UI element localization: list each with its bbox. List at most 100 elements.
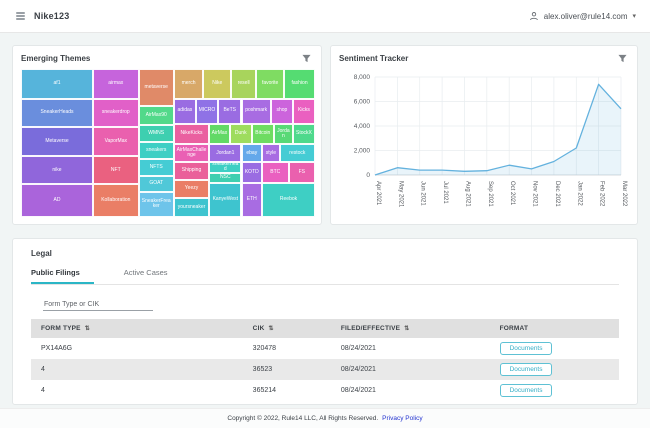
treemap-tile[interactable]: sneakers (139, 142, 174, 160)
treemap-tile[interactable]: AirMax90 (139, 106, 174, 125)
sort-icon[interactable]: ⇅ (404, 326, 409, 332)
treemap-tile-label: AirMax (211, 130, 229, 138)
treemap-tile-label: sneakers (145, 147, 167, 155)
treemap-tile[interactable]: yoursneaker (174, 198, 209, 217)
treemap-tile[interactable]: VaporMax (93, 127, 139, 156)
treemap-tile[interactable]: KanyeWest (209, 183, 241, 217)
svg-text:Dec 2021: Dec 2021 (554, 181, 560, 207)
treemap-tile[interactable]: GOAT (139, 176, 174, 192)
sentiment-tracker-panel: Sentiment Tracker 02,0004,0006,0008,000A… (330, 45, 638, 225)
treemap-tile[interactable]: MICRO (196, 99, 218, 124)
treemap-tile[interactable]: metaverse (139, 69, 174, 106)
treemap-tile-label: BTC (269, 169, 281, 177)
sentiment-tracker-title: Sentiment Tracker (339, 54, 408, 63)
treemap-tile[interactable]: af1 (21, 69, 93, 99)
treemap-tile[interactable]: fashion (284, 69, 315, 99)
treemap-tile[interactable]: NFTS (139, 159, 174, 175)
treemap-tile[interactable]: NikeKicks (174, 124, 209, 145)
treemap-tile-label: NikeKicks (180, 130, 204, 138)
treemap-tile[interactable]: StockX (293, 124, 315, 145)
treemap-tile[interactable]: Bitcoin (252, 124, 274, 145)
page-footer: Copyright © 2022, Rule14 LLC, All Rights… (0, 408, 650, 428)
sort-icon[interactable]: ⇅ (268, 326, 273, 332)
treemap-tile[interactable]: Kollaboration (93, 184, 139, 217)
treemap-tile[interactable]: restock (280, 144, 315, 162)
tab-active-cases[interactable]: Active Cases (124, 264, 182, 284)
svg-text:Nov 2021: Nov 2021 (532, 181, 538, 207)
table-cell-cik: 36523 (243, 359, 331, 380)
privacy-policy-link[interactable]: Privacy Policy (382, 415, 422, 422)
treemap-tile-label: poshmark (244, 107, 268, 115)
treemap-tile[interactable]: AD (21, 184, 93, 217)
table-cell-cik: 320478 (243, 338, 331, 359)
treemap-tile-label: SneakerFreaker (140, 198, 173, 211)
treemap-tile[interactable]: Jordan (274, 124, 293, 145)
treemap-tile-label: nike (51, 167, 62, 175)
table-cell-filed_effective: 08/24/2021 (331, 380, 490, 401)
treemap-tile[interactable]: ETH (242, 183, 263, 217)
treemap-tile[interactable]: airmax (93, 69, 139, 99)
treemap-tile-label: shop (275, 107, 288, 115)
treemap-tile[interactable]: adidas (174, 99, 196, 124)
column-header: CIK⇅ (243, 319, 331, 338)
form-type-cik-input[interactable] (43, 299, 153, 311)
treemap-tile[interactable]: sneakerhead (209, 162, 241, 172)
filter-icon[interactable] (300, 53, 313, 64)
column-header: FORMAT (490, 319, 619, 338)
treemap-tile-label: NSC (219, 174, 232, 182)
documents-button[interactable]: Documents (500, 342, 553, 355)
treemap-tile[interactable]: SneakerHeads (21, 99, 93, 128)
treemap-tile[interactable]: ebay (242, 144, 263, 162)
table-cell-filed_effective: 08/24/2021 (331, 359, 490, 380)
treemap-tile[interactable]: Metaverse (21, 127, 93, 156)
svg-text:8,000: 8,000 (354, 74, 371, 81)
table-cell-form_type: PX14A6G (31, 338, 243, 359)
treemap-tile-label: Kollaboration (100, 197, 131, 205)
treemap-tile[interactable]: shop (271, 99, 293, 124)
menu-icon[interactable] (14, 10, 27, 22)
treemap-tile[interactable]: SneakerFreaker (139, 192, 174, 217)
treemap-tile[interactable]: Kicks (293, 99, 315, 124)
treemap-tile[interactable]: nike (21, 156, 93, 184)
treemap-tile[interactable]: sneakerdrop (93, 99, 139, 128)
emerging-themes-title: Emerging Themes (21, 54, 90, 63)
tab-public-filings[interactable]: Public Filings (31, 264, 94, 284)
treemap-tile[interactable]: KOTD (242, 162, 263, 183)
svg-text:Jan 2022: Jan 2022 (576, 181, 582, 206)
legal-tabs: Public Filings Active Cases (31, 264, 619, 285)
filter-icon[interactable] (616, 53, 629, 64)
treemap-tile[interactable]: WMNS (139, 125, 174, 141)
svg-text:Feb 2022: Feb 2022 (599, 181, 605, 207)
svg-text:4,000: 4,000 (354, 123, 371, 130)
treemap-tile[interactable]: Dunk (230, 124, 252, 145)
treemap-tile[interactable]: resell (231, 69, 256, 99)
user-menu[interactable]: alex.oliver@rule14.com ▾ (529, 11, 636, 21)
documents-button[interactable]: Documents (500, 384, 553, 397)
treemap-tile[interactable]: AirMaxChallenge (174, 144, 209, 162)
treemap-tile-label: VaporMax (104, 138, 128, 146)
treemap-tile[interactable]: NFT (93, 156, 139, 184)
treemap-tile[interactable]: Reebok (262, 183, 315, 217)
treemap-tile[interactable]: Jordan1 (209, 144, 241, 162)
treemap-tile[interactable]: merch (174, 69, 203, 99)
treemap-tile-label: BeTS (222, 107, 237, 115)
main-content: Emerging Themes af1SneakerHeadsMetaverse… (0, 33, 650, 405)
treemap-tile-label: WMNS (147, 130, 165, 138)
treemap-tile[interactable]: Nike (203, 69, 231, 99)
treemap-tile[interactable]: favorite (256, 69, 284, 99)
treemap-tile[interactable]: BeTS (218, 99, 242, 124)
documents-button[interactable]: Documents (500, 363, 553, 376)
treemap-tile[interactable]: BTC (262, 162, 288, 183)
treemap-tile[interactable]: Yeezy (174, 180, 209, 198)
table-cell-format: Documents (490, 338, 619, 359)
treemap-tile[interactable]: FS (289, 162, 315, 183)
treemap-tile[interactable]: AirMax (209, 124, 230, 145)
svg-text:6,000: 6,000 (354, 99, 371, 106)
treemap-tile[interactable]: NSC (209, 173, 241, 183)
treemap-tile[interactable]: poshmark (242, 99, 271, 124)
copyright-text: Copyright © 2022, Rule14 LLC, All Rights… (227, 415, 378, 422)
svg-text:Apr 2021: Apr 2021 (375, 181, 381, 206)
treemap-tile[interactable]: style (262, 144, 280, 162)
sort-icon[interactable]: ⇅ (85, 326, 90, 332)
treemap-tile[interactable]: Shipping (174, 162, 209, 180)
